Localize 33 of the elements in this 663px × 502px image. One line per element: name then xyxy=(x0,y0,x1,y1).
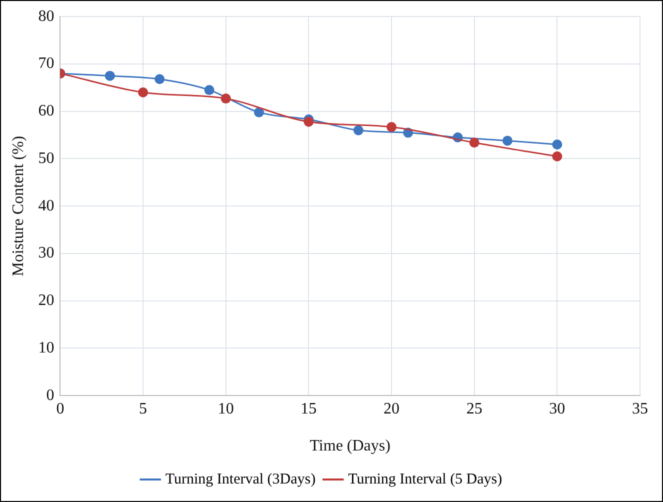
x-tick-label: 30 xyxy=(549,400,566,418)
point xyxy=(552,151,562,162)
point xyxy=(154,74,165,84)
y-tick-label: 10 xyxy=(38,339,54,356)
legend-label: Turning Interval (3Days) xyxy=(165,471,316,488)
point xyxy=(204,85,214,96)
point xyxy=(138,87,148,98)
point xyxy=(502,136,512,146)
y-tick-label: 60 xyxy=(38,102,54,120)
y-tick-label: 20 xyxy=(38,292,54,310)
y-tick-label: 30 xyxy=(38,244,54,262)
y-tick-label: 70 xyxy=(38,55,54,72)
point xyxy=(386,122,397,132)
x-tick-label: 15 xyxy=(300,400,317,418)
point xyxy=(552,140,562,150)
y-tick-label: 50 xyxy=(38,150,54,167)
y-axis-title: Moisture Content (%) xyxy=(10,136,27,276)
point xyxy=(304,116,314,127)
y-tick-label: 0 xyxy=(46,386,54,404)
point xyxy=(469,138,480,148)
y-tick-label: 40 xyxy=(38,197,54,214)
point xyxy=(220,94,231,104)
point xyxy=(353,125,364,136)
x-tick-label: 5 xyxy=(139,400,148,418)
x-tick-label: 20 xyxy=(384,400,400,418)
x-tick-label: 25 xyxy=(466,400,482,418)
point xyxy=(254,107,264,118)
point xyxy=(104,70,115,81)
y-tick-label: 80 xyxy=(38,8,54,25)
x-tick-label: 35 xyxy=(632,400,648,418)
x-tick-label: 10 xyxy=(218,400,234,418)
x-axis-title: Time (Days) xyxy=(310,438,390,455)
legend-label: Turning Interval (5 Days) xyxy=(348,471,502,488)
